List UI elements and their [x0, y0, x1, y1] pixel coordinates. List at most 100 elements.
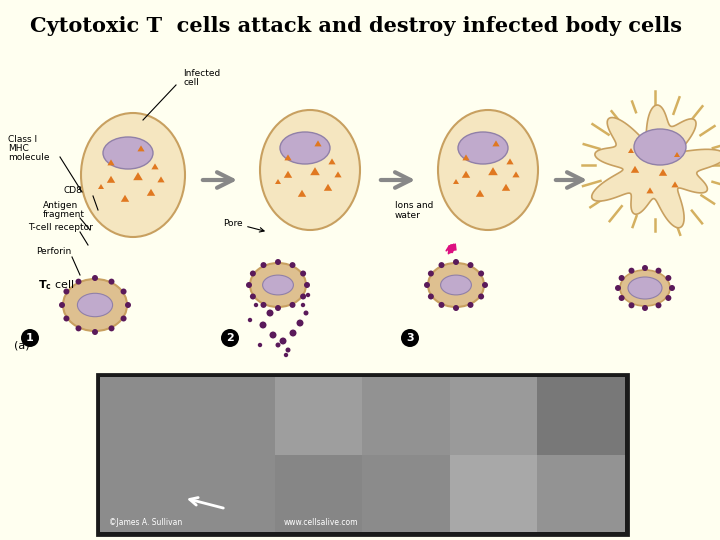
Circle shape [258, 343, 262, 347]
Polygon shape [98, 184, 104, 189]
Polygon shape [659, 169, 667, 176]
Circle shape [59, 302, 65, 308]
Circle shape [250, 294, 256, 300]
Circle shape [618, 295, 625, 301]
Polygon shape [462, 154, 469, 160]
Ellipse shape [81, 113, 185, 237]
Polygon shape [462, 171, 470, 178]
Circle shape [304, 282, 310, 288]
Circle shape [306, 293, 310, 297]
Text: cell: cell [183, 78, 199, 87]
Text: T-cell receptor: T-cell receptor [28, 223, 93, 232]
Polygon shape [671, 181, 679, 187]
Circle shape [289, 262, 295, 268]
Text: Perforin: Perforin [36, 247, 71, 256]
Circle shape [76, 326, 81, 332]
Circle shape [629, 302, 634, 308]
Circle shape [401, 329, 419, 347]
Text: MHC: MHC [8, 144, 29, 153]
Text: Ions and: Ions and [395, 201, 433, 210]
Text: water: water [395, 211, 421, 220]
Circle shape [655, 268, 662, 274]
Circle shape [120, 288, 127, 294]
Circle shape [428, 271, 434, 276]
Polygon shape [631, 166, 639, 173]
Text: Cytotoxic T  cells attack and destroy infected body cells: Cytotoxic T cells attack and destroy inf… [30, 16, 682, 36]
Circle shape [261, 302, 266, 308]
Circle shape [92, 275, 98, 281]
Circle shape [261, 262, 266, 268]
Circle shape [300, 294, 306, 300]
Circle shape [254, 303, 258, 307]
Circle shape [618, 275, 625, 281]
Circle shape [221, 329, 239, 347]
Circle shape [482, 282, 488, 288]
Polygon shape [158, 177, 165, 183]
Circle shape [629, 268, 634, 274]
Polygon shape [328, 158, 336, 164]
FancyBboxPatch shape [275, 377, 450, 532]
Circle shape [250, 271, 256, 276]
Circle shape [289, 302, 295, 308]
Polygon shape [628, 148, 634, 153]
Circle shape [120, 315, 127, 321]
Circle shape [467, 262, 474, 268]
Text: Class I: Class I [8, 135, 37, 144]
Polygon shape [133, 172, 143, 180]
Ellipse shape [634, 129, 686, 165]
Polygon shape [647, 187, 654, 193]
Circle shape [284, 353, 288, 357]
Circle shape [453, 259, 459, 265]
Polygon shape [476, 190, 484, 197]
Circle shape [669, 285, 675, 291]
Circle shape [438, 262, 444, 268]
Circle shape [304, 310, 308, 315]
Polygon shape [107, 159, 114, 165]
Circle shape [438, 302, 444, 308]
Circle shape [109, 279, 114, 285]
Circle shape [424, 282, 430, 288]
Polygon shape [324, 184, 332, 191]
Ellipse shape [250, 263, 306, 307]
Text: molecule: molecule [8, 153, 50, 162]
Circle shape [301, 303, 305, 307]
FancyBboxPatch shape [450, 377, 625, 532]
Polygon shape [138, 145, 145, 151]
Circle shape [259, 321, 266, 328]
Circle shape [478, 271, 484, 276]
Text: 1: 1 [26, 333, 34, 343]
Circle shape [275, 259, 281, 265]
Circle shape [269, 332, 276, 339]
Ellipse shape [263, 275, 294, 295]
Ellipse shape [441, 275, 472, 295]
Text: ©James A. Sullivan: ©James A. Sullivan [109, 518, 182, 528]
Circle shape [665, 295, 671, 301]
Text: $\mathbf{T_c}$ cell: $\mathbf{T_c}$ cell [38, 278, 74, 292]
Circle shape [642, 265, 648, 271]
Text: fragment: fragment [43, 210, 85, 219]
Polygon shape [147, 189, 156, 196]
Circle shape [297, 320, 304, 327]
FancyBboxPatch shape [100, 377, 275, 532]
Circle shape [300, 271, 306, 276]
Circle shape [63, 315, 69, 321]
Circle shape [615, 285, 621, 291]
Circle shape [642, 305, 648, 311]
Text: (a): (a) [14, 340, 30, 350]
Circle shape [92, 329, 98, 335]
Ellipse shape [103, 137, 153, 169]
Ellipse shape [260, 110, 360, 230]
Circle shape [63, 288, 69, 294]
Polygon shape [592, 105, 720, 228]
Polygon shape [151, 164, 158, 170]
Polygon shape [121, 195, 129, 202]
Ellipse shape [280, 132, 330, 164]
Circle shape [21, 329, 39, 347]
Circle shape [266, 309, 274, 316]
Text: Infected: Infected [183, 69, 220, 78]
Circle shape [286, 348, 290, 353]
Circle shape [275, 305, 281, 311]
Circle shape [76, 279, 81, 285]
Circle shape [248, 318, 252, 322]
Ellipse shape [78, 293, 112, 316]
